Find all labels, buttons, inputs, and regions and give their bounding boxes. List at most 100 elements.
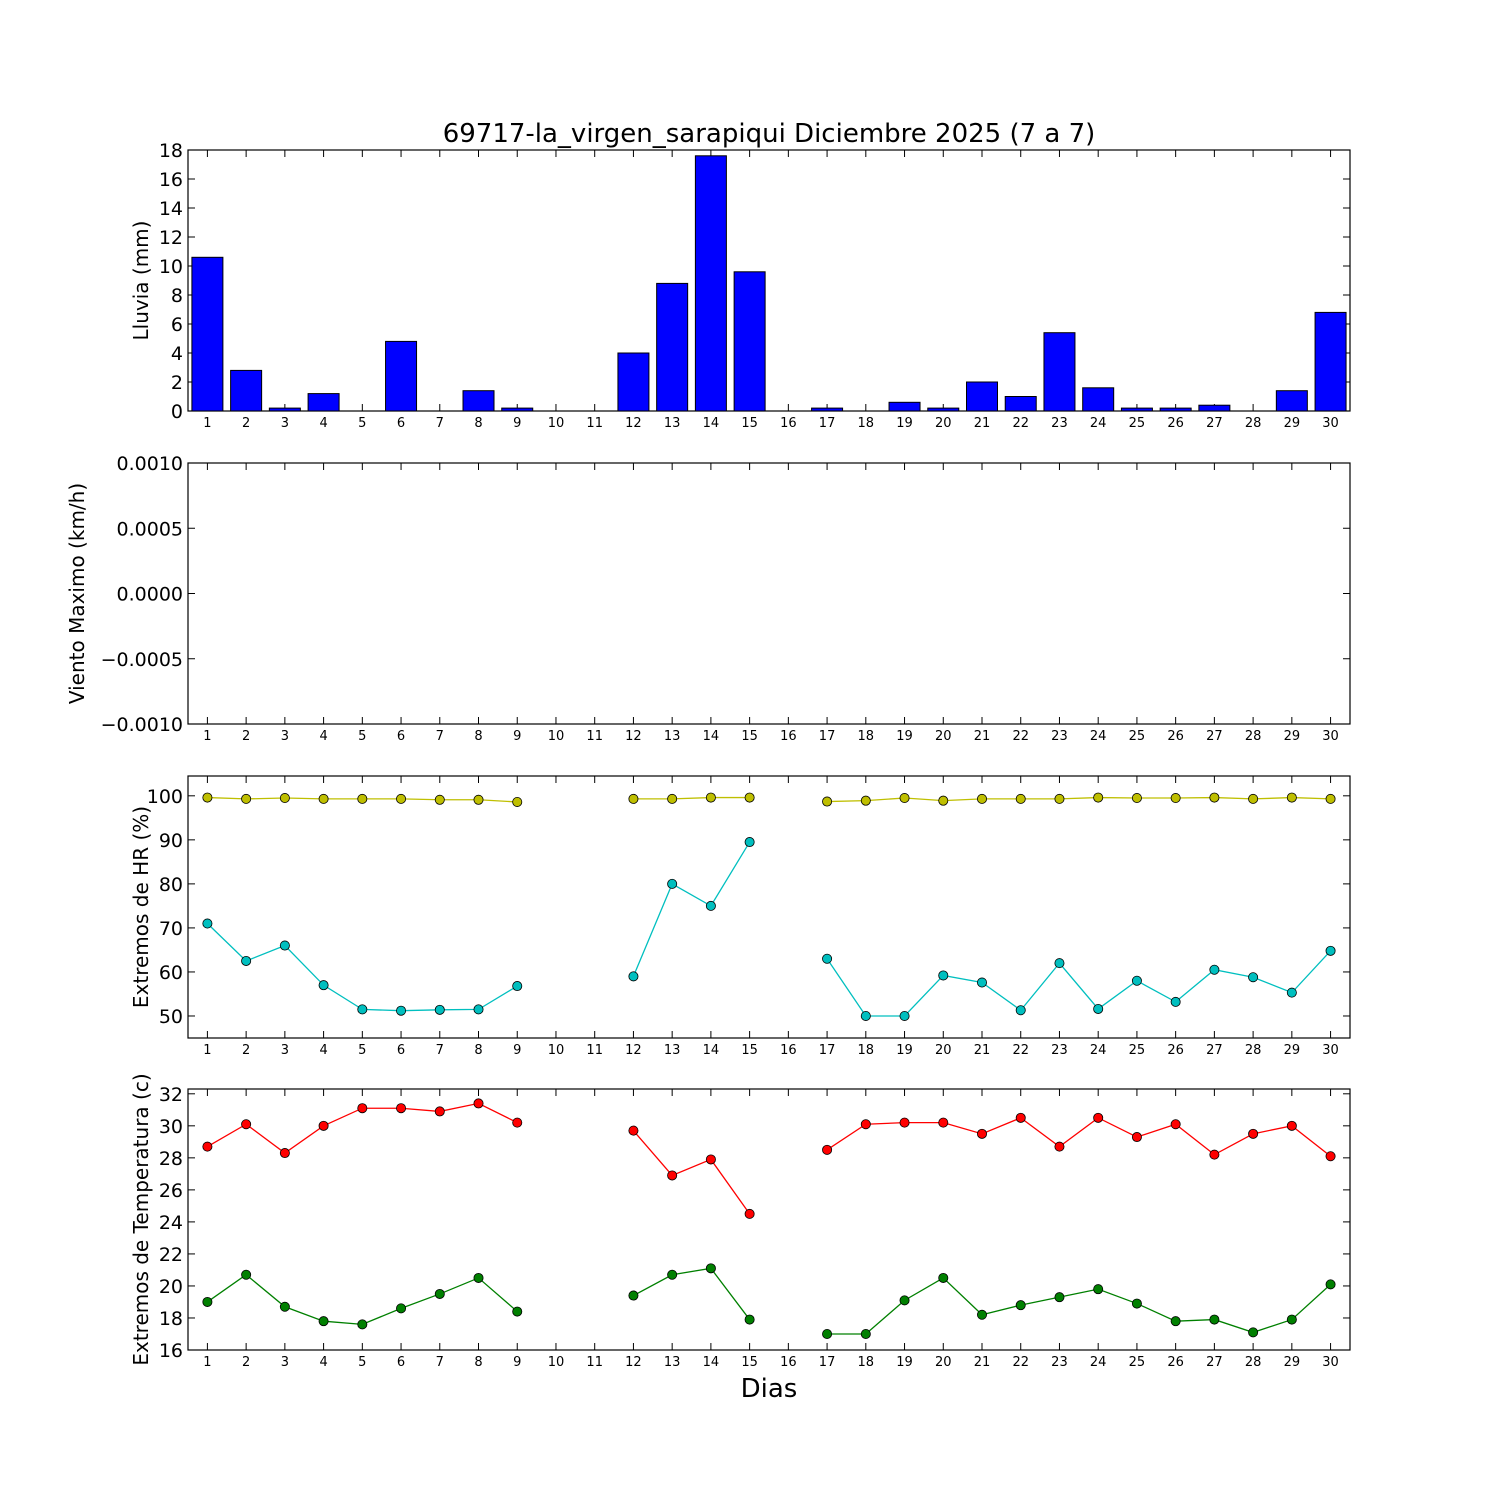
- humidity-series-1-point: [1131, 975, 1142, 986]
- temperature-series-1-point: [744, 1314, 755, 1325]
- rainfall-ytick-label: 8: [171, 285, 183, 307]
- temperature-xtick-label: 28: [1245, 1355, 1262, 1370]
- humidity-series-0-point: [899, 793, 910, 804]
- rainfall-bar: [1275, 390, 1308, 412]
- temperature-xtick-label: 22: [1012, 1355, 1029, 1370]
- rainfall-xtick-label: 15: [741, 416, 758, 431]
- temperature-xtick-label: 19: [896, 1355, 913, 1370]
- rainfall-xtick-label: 12: [625, 416, 642, 431]
- humidity-series-0-point: [667, 793, 678, 804]
- humidity-xtick-label: 27: [1206, 1043, 1223, 1058]
- humidity-series-0-point: [279, 793, 290, 804]
- humidity-series-1-point: [1093, 1003, 1104, 1014]
- wind-y-axis-label: Viento Maximo (km/h): [65, 483, 89, 704]
- temperature-ytick-label: 32: [159, 1084, 183, 1106]
- rainfall-xtick-label: 22: [1012, 416, 1029, 431]
- humidity-series-0-point: [396, 793, 407, 804]
- temperature-series-0-point: [1131, 1132, 1142, 1143]
- humidity-series-1-point: [1248, 972, 1259, 983]
- rainfall-axes-frame: [187, 149, 1351, 412]
- rainfall-bar: [888, 401, 921, 412]
- rainfall-bar: [966, 381, 998, 412]
- temperature-xtick-label: 26: [1167, 1355, 1184, 1370]
- temperature-xtick-label: 4: [319, 1355, 327, 1370]
- rainfall-xtick-label: 25: [1129, 416, 1146, 431]
- wind-xtick-label: 4: [319, 729, 327, 744]
- temperature-xtick-label: 30: [1322, 1355, 1339, 1370]
- humidity-series-1-point: [1286, 987, 1297, 998]
- humidity-xtick-label: 4: [319, 1043, 327, 1058]
- humidity-series-1-point: [1170, 996, 1181, 1007]
- temperature-series-1-point: [396, 1303, 407, 1314]
- wind-xtick-label: 16: [780, 729, 797, 744]
- humidity-xtick-label: 26: [1167, 1043, 1184, 1058]
- temperature-series-0-point: [1209, 1149, 1220, 1160]
- humidity-series-0-point: [1286, 792, 1297, 803]
- humidity-series-1-point: [705, 900, 716, 911]
- temperature-xtick-label: 9: [513, 1355, 521, 1370]
- temperature-series-0-line: [826, 1117, 1331, 1157]
- humidity-series-0-point: [1054, 793, 1065, 804]
- x-axis-label: Dias: [741, 1374, 798, 1404]
- wind-xtick-label: 17: [819, 729, 836, 744]
- temperature-series-1-point: [512, 1306, 523, 1317]
- rainfall-xtick-label: 3: [281, 416, 289, 431]
- humidity-xtick-label: 28: [1245, 1043, 1262, 1058]
- temperature-series-1-point: [899, 1295, 910, 1306]
- wind-xtick-label: 29: [1284, 729, 1301, 744]
- temperature-series-0-point: [1286, 1120, 1297, 1131]
- temperature-axes-frame: [187, 1088, 1351, 1351]
- temperature-series-1-point: [1015, 1300, 1026, 1311]
- humidity-series-0-point: [1131, 793, 1142, 804]
- temperature-xtick-label: 6: [397, 1355, 405, 1370]
- wind-xtick-label: 28: [1245, 729, 1262, 744]
- rainfall-xtick-label: 4: [319, 416, 327, 431]
- wind-xtick-label: 25: [1129, 729, 1146, 744]
- humidity-xtick-label: 18: [858, 1043, 875, 1058]
- wind-ytick-label: −0.0010: [101, 714, 183, 736]
- rainfall-bar: [1198, 404, 1231, 412]
- temperature-xtick-label: 16: [780, 1355, 797, 1370]
- temperature-series-1-line: [633, 1267, 751, 1320]
- rainfall-xtick-label: 7: [436, 416, 444, 431]
- humidity-xtick-label: 11: [586, 1043, 603, 1058]
- humidity-series-1-point: [667, 878, 678, 889]
- humidity-xtick-label: 5: [358, 1043, 366, 1058]
- rainfall-bar: [927, 407, 960, 412]
- wind-xtick-label: 19: [896, 729, 913, 744]
- temperature-series-0-point: [512, 1117, 523, 1128]
- rainfall-ytick-label: 18: [159, 140, 183, 162]
- humidity-xtick-label: 12: [625, 1043, 642, 1058]
- temperature-xtick-label: 14: [703, 1355, 720, 1370]
- temperature-ytick-label: 18: [159, 1308, 183, 1330]
- rainfall-ytick-label: 2: [171, 372, 183, 394]
- rainfall-xtick-label: 18: [858, 416, 875, 431]
- wind-xtick-label: 7: [436, 729, 444, 744]
- humidity-series-0-point: [744, 792, 755, 803]
- humidity-series-0-point: [241, 793, 252, 804]
- temperature-series-1-point: [202, 1296, 213, 1307]
- humidity-series-1-point: [396, 1005, 407, 1016]
- humidity-series-0-point: [318, 793, 329, 804]
- rainfall-xtick-label: 1: [203, 416, 211, 431]
- rainfall-xtick-label: 5: [358, 416, 366, 431]
- wind-xtick-label: 3: [281, 729, 289, 744]
- rainfall-xtick-label: 21: [974, 416, 991, 431]
- temperature-series-0-point: [396, 1103, 407, 1114]
- temperature-series-0-point: [473, 1098, 484, 1109]
- rainfall-xtick-label: 2: [242, 416, 250, 431]
- humidity-xtick-label: 2: [242, 1043, 250, 1058]
- humidity-series-0-point: [628, 793, 639, 804]
- temperature-ytick-label: 22: [159, 1244, 183, 1266]
- humidity-series-1-point: [628, 971, 639, 982]
- humidity-series-0-line: [633, 796, 750, 800]
- humidity-xtick-label: 21: [974, 1043, 991, 1058]
- rainfall-xtick-label: 16: [780, 416, 797, 431]
- humidity-xtick-label: 30: [1322, 1043, 1339, 1058]
- wind-xtick-label: 30: [1322, 729, 1339, 744]
- wind-xtick-label: 5: [358, 729, 366, 744]
- rainfall-bar: [462, 390, 495, 412]
- humidity-series-1-point: [1209, 964, 1220, 975]
- temperature-series-0-point: [434, 1106, 445, 1117]
